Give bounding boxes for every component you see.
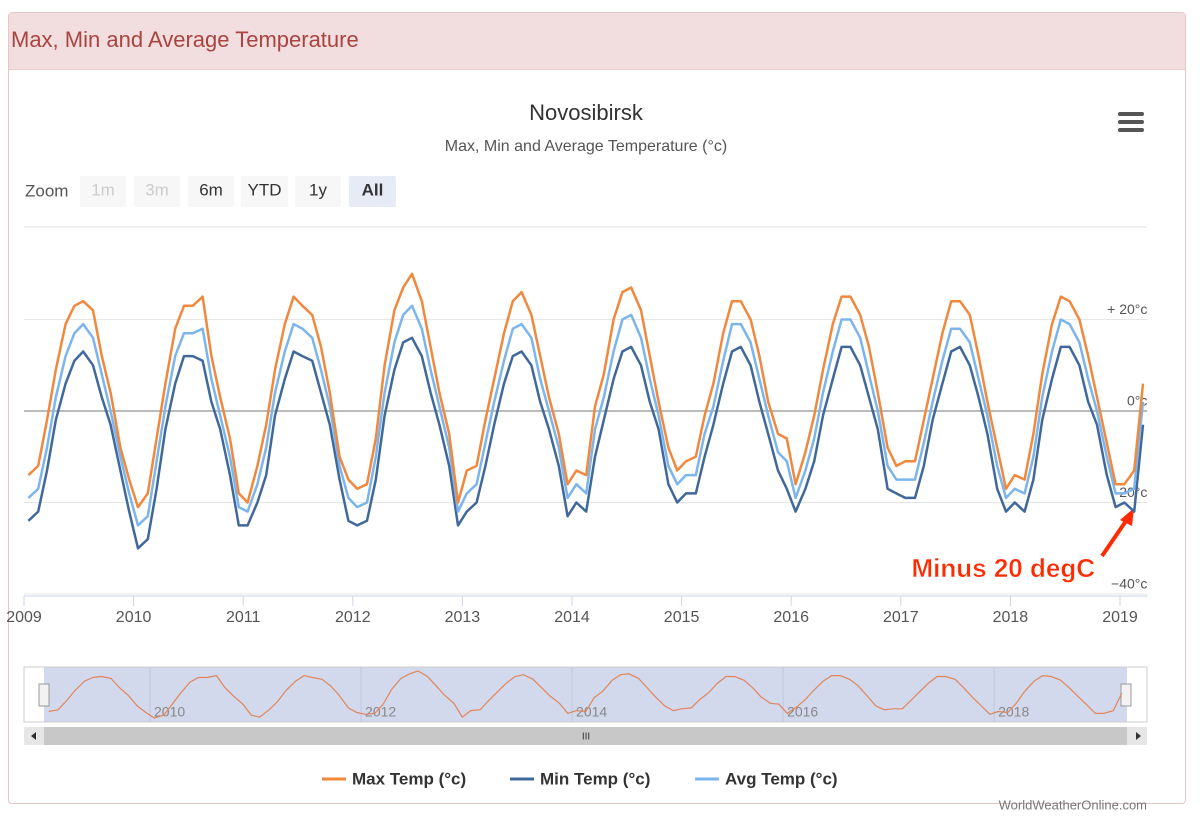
series-line: [27, 336, 1145, 550]
zoom-button[interactable]: 1m: [80, 176, 126, 207]
zoom-button-label: 3m: [145, 180, 169, 199]
x-tick-label: 2013: [445, 609, 481, 626]
x-tick-label: 2009: [6, 609, 42, 626]
x-tick-label: 2011: [226, 609, 261, 626]
zoom-button[interactable]: 3m: [134, 176, 180, 207]
navigator-label: 2010: [154, 704, 185, 720]
x-tick-label: 2019: [1102, 609, 1138, 626]
y-tick-label: + 20°c: [1107, 301, 1147, 317]
legend-item[interactable]: Avg Temp (°c): [695, 769, 838, 788]
annotation-arrow: [1100, 516, 1130, 558]
zoom-button-label: 6m: [199, 180, 223, 199]
zoom-button-label: 1y: [309, 180, 327, 199]
annotation-arrowhead: [1120, 508, 1134, 526]
menu-bar: [1118, 128, 1144, 132]
scroll-left[interactable]: [31, 732, 36, 740]
zoom-button[interactable]: YTD: [241, 176, 288, 207]
zoom-button-bg: [295, 176, 341, 207]
x-tick-label: 2018: [993, 609, 1029, 626]
x-tick-label: 2016: [773, 609, 809, 626]
scroll-right[interactable]: [1136, 732, 1141, 740]
zoom-label: Zoom: [25, 181, 68, 200]
legend-label: Max Temp (°c): [352, 769, 466, 788]
x-tick-label: 2015: [664, 609, 700, 626]
navigator-label: 2014: [576, 704, 607, 720]
credits: WorldWeatherOnline.com: [999, 797, 1147, 812]
scrollbar-thumb[interactable]: [44, 727, 1127, 745]
series-line: [27, 272, 1145, 509]
menu-bar: [1118, 112, 1144, 116]
menu-bar: [1118, 120, 1144, 124]
navigator-frame: [23, 666, 1148, 723]
y-tick-label: -20°c: [1115, 484, 1148, 500]
x-tick-label: 2012: [335, 609, 371, 626]
navigator-line: [48, 670, 1123, 719]
chart-subtitle: Max, Min and Average Temperature (°c): [445, 138, 727, 155]
legend-item[interactable]: Max Temp (°c): [322, 769, 466, 788]
chart-title: Novosibirsk: [529, 100, 644, 125]
annotation: Minus 20 degC: [912, 553, 1096, 583]
zoom-button-label: YTD: [248, 180, 282, 199]
zoom-button[interactable]: All: [349, 176, 396, 207]
navigator-handle[interactable]: [1120, 683, 1132, 707]
zoom-button-bg: [80, 176, 126, 207]
zoom-button-bg: [134, 176, 180, 207]
legend-label: Avg Temp (°c): [725, 769, 838, 788]
x-tick-label: 2017: [883, 609, 919, 626]
y-tick-label: −40°c: [1111, 576, 1147, 592]
navigator-label: 2012: [365, 704, 396, 720]
y-tick-label: 0°c: [1127, 393, 1147, 409]
navigator-label: 2018: [998, 704, 1029, 720]
navigator-label: 2016: [787, 704, 818, 720]
zoom-button-bg: [241, 176, 288, 207]
zoom-button-label: 1m: [91, 180, 115, 199]
zoom-button-bg: [188, 176, 234, 207]
panel-title: Max, Min and Average Temperature: [11, 27, 359, 52]
legend-item[interactable]: Min Temp (°c): [510, 769, 650, 788]
zoom-button[interactable]: 6m: [188, 176, 234, 207]
navigator-handle[interactable]: [38, 683, 50, 707]
zoom-button-label: All: [362, 180, 384, 199]
zoom-button-bg: [349, 176, 396, 207]
menu-button[interactable]: [1118, 112, 1144, 132]
zoom-button[interactable]: 1y: [295, 176, 341, 207]
panel-header: Max, Min and Average Temperature: [9, 13, 1185, 70]
legend-label: Min Temp (°c): [540, 769, 650, 788]
x-tick-label: 2014: [554, 609, 590, 626]
x-tick-label: 2010: [116, 609, 152, 626]
series-line: [27, 304, 1145, 527]
scrollbar-grip: III: [582, 732, 590, 743]
